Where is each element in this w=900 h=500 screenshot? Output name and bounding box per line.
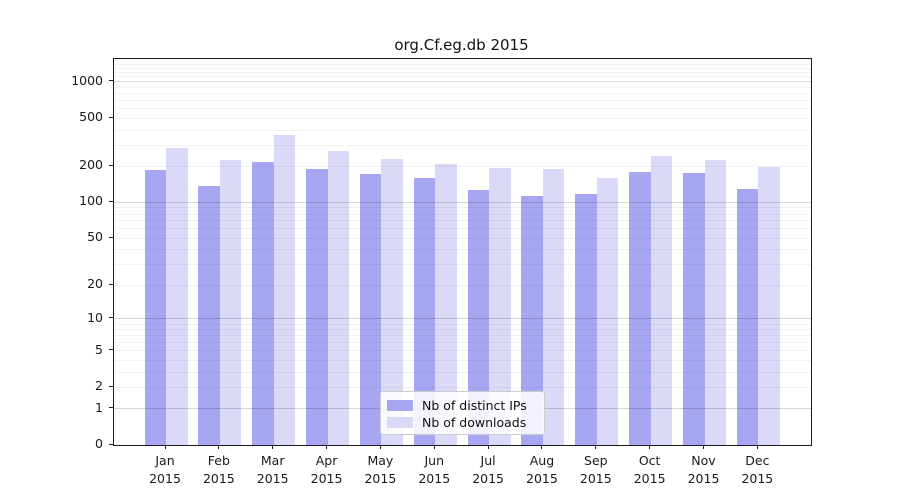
y-tick-label-2: 2 xyxy=(95,378,103,394)
bar-distinct-ips-mar xyxy=(252,161,274,445)
gridline-1100 xyxy=(114,76,811,78)
x-tick-mark-feb xyxy=(218,445,220,449)
x-tick-mark-aug xyxy=(541,445,543,449)
bar-downloads-feb xyxy=(219,160,242,445)
x-tick-label-mar: Mar 2015 xyxy=(256,453,289,486)
x-tick-mark-jun xyxy=(433,445,435,449)
legend-swatch-downloads-icon xyxy=(387,416,413,428)
bar-downloads-mar xyxy=(273,134,296,445)
x-tick-mark-nov xyxy=(703,445,704,449)
bar-distinct-ips-feb xyxy=(198,185,220,445)
gridline-1300 xyxy=(114,67,811,69)
bar-distinct-ips-oct xyxy=(629,171,651,445)
x-tick-mark-may xyxy=(379,445,381,449)
x-tick-label-dec: Dec 2015 xyxy=(741,453,774,486)
gridline-700 xyxy=(114,100,811,102)
gridline-1200 xyxy=(114,71,811,73)
bar-downloads-may xyxy=(381,159,403,445)
x-tick-mark-jul xyxy=(487,445,489,449)
y-tick-label-20: 20 xyxy=(87,276,103,291)
bar-distinct-ips-nov xyxy=(683,172,705,445)
x-tick-label-oct: Oct 2015 xyxy=(633,453,666,486)
legend-item-downloads: Nb of downloads xyxy=(387,414,536,430)
y-tick-mark-10 xyxy=(109,317,113,319)
y-tick-mark-1 xyxy=(109,407,113,409)
bar-downloads-apr xyxy=(327,151,350,445)
y-tick-label-5: 5 xyxy=(95,341,103,357)
y-tick-mark-200 xyxy=(109,164,113,166)
x-tick-label-apr: Apr 2015 xyxy=(310,453,343,486)
bar-distinct-ips-apr xyxy=(306,169,328,445)
chart-title: org.Cf.eg.db 2015 xyxy=(394,36,529,54)
x-tick-label-aug: Aug 2015 xyxy=(526,453,558,486)
x-tick-mark-oct xyxy=(649,445,651,449)
bar-downloads-jun xyxy=(435,163,457,445)
y-tick-label-1: 1 xyxy=(95,399,103,415)
gridline-800 xyxy=(114,93,811,95)
bar-distinct-ips-may xyxy=(359,173,382,445)
y-tick-mark-20 xyxy=(109,283,113,285)
bar-distinct-ips-jul xyxy=(467,189,490,445)
y-tick-label-0: 0 xyxy=(95,436,103,451)
bar-downloads-nov xyxy=(704,160,726,445)
bar-distinct-ips-aug xyxy=(521,196,543,445)
y-tick-label-1000: 1000 xyxy=(71,72,103,88)
gridline-600 xyxy=(114,108,811,110)
bar-downloads-dec xyxy=(758,167,780,445)
x-tick-label-may: May 2015 xyxy=(364,453,397,486)
bar-downloads-aug xyxy=(542,169,565,445)
y-tick-mark-100 xyxy=(109,200,113,202)
x-tick-label-jul: Jul 2015 xyxy=(472,453,504,486)
x-tick-label-jun: Jun 2015 xyxy=(418,453,451,486)
gridline-900 xyxy=(114,86,811,88)
y-tick-mark-2 xyxy=(109,385,113,387)
y-tick-label-50: 50 xyxy=(87,229,103,245)
gridline-400 xyxy=(114,129,811,131)
x-tick-mark-jan xyxy=(164,445,166,449)
x-tick-label-jan: Jan 2015 xyxy=(149,453,181,486)
bar-downloads-jan xyxy=(166,147,188,445)
legend: Nb of distinct IPs Nb of downloads xyxy=(380,391,545,435)
bar-downloads-jul xyxy=(489,167,511,445)
y-tick-mark-1000 xyxy=(109,80,113,82)
y-tick-label-200: 200 xyxy=(79,157,103,173)
legend-swatch-distinct-ips-icon xyxy=(387,399,413,411)
legend-label-downloads: Nb of downloads xyxy=(422,414,527,430)
gridline-1000 xyxy=(114,81,811,83)
bar-distinct-ips-jun xyxy=(413,177,436,445)
gridline-300 xyxy=(114,144,811,146)
y-tick-label-500: 500 xyxy=(79,109,103,125)
bar-downloads-sep xyxy=(596,177,619,445)
gridline-1400 xyxy=(114,63,811,65)
y-tick-label-100: 100 xyxy=(79,193,103,209)
bar-distinct-ips-sep xyxy=(575,193,597,445)
x-tick-mark-mar xyxy=(272,445,274,449)
legend-item-distinct-ips: Nb of distinct IPs xyxy=(387,397,536,413)
y-tick-label-10: 10 xyxy=(87,309,103,325)
x-tick-mark-dec xyxy=(756,445,758,449)
bar-downloads-oct xyxy=(650,155,673,445)
x-tick-mark-apr xyxy=(326,445,328,449)
gridline-500 xyxy=(114,117,811,119)
y-tick-mark-500 xyxy=(109,116,113,118)
y-tick-mark-50 xyxy=(109,236,113,238)
y-tick-mark-5 xyxy=(109,349,113,351)
x-tick-label-nov: Nov 2015 xyxy=(687,453,720,486)
y-tick-mark-0 xyxy=(109,443,113,445)
x-tick-mark-sep xyxy=(595,445,597,449)
x-tick-label-sep: Sep 2015 xyxy=(579,453,612,486)
x-tick-label-feb: Feb 2015 xyxy=(202,453,235,486)
legend-label-distinct-ips: Nb of distinct IPs xyxy=(422,397,527,413)
bar-distinct-ips-jan xyxy=(144,170,166,445)
plot-area xyxy=(113,58,812,446)
bar-distinct-ips-dec xyxy=(736,188,759,445)
